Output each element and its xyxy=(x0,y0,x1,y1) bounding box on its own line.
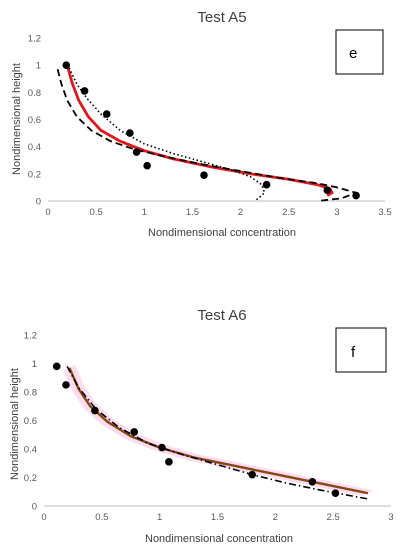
x-tick-label: 3 xyxy=(334,207,339,218)
data-point xyxy=(248,470,256,479)
x-tick-label: 2.5 xyxy=(282,207,295,218)
y-tick-label: 0.8 xyxy=(28,88,41,99)
chart-test-a6: Test A6 f Nondimensional concentration N… xyxy=(9,307,394,545)
data-point xyxy=(62,381,70,389)
y-axis-label: Nondimensional height xyxy=(9,368,21,480)
data-point xyxy=(352,191,360,200)
panel-label-box xyxy=(335,29,384,75)
data-point xyxy=(62,61,71,69)
data-point xyxy=(308,477,317,486)
y-tick-label: 0.8 xyxy=(24,388,37,399)
data-point xyxy=(52,362,61,371)
x-tick-label: 1 xyxy=(157,512,162,523)
confidence-band xyxy=(63,364,374,497)
y-tick-label: 0.2 xyxy=(24,473,37,484)
chart-title: Test A5 xyxy=(197,9,246,26)
data-point xyxy=(200,171,208,179)
panel-label-box xyxy=(335,327,387,373)
y-tick-label: 0.6 xyxy=(28,115,41,126)
x-tick-label: 3.5 xyxy=(378,207,391,218)
data-point xyxy=(91,406,99,415)
x-tick-label: 1.5 xyxy=(211,512,224,523)
x-axis-label: Nondimensional concentration xyxy=(148,227,296,239)
panel-label: e xyxy=(349,45,357,62)
data-point xyxy=(165,458,173,466)
y-tick-label: 0.2 xyxy=(28,169,41,180)
x-axis-label: Nondimensional concentration xyxy=(145,533,293,545)
y-tick-label: 0 xyxy=(32,502,37,513)
y-tick-label: 1.2 xyxy=(24,331,37,342)
data-point xyxy=(262,180,271,189)
data-point xyxy=(126,129,134,137)
x-tick-label: 2 xyxy=(238,207,243,218)
y-tick-label: 1.2 xyxy=(28,34,41,45)
chart-title: Test A6 xyxy=(197,307,246,324)
data-point xyxy=(158,443,166,452)
data-point xyxy=(143,161,151,170)
series-line-solid-red xyxy=(65,64,334,197)
chart-test-a5: Test A5 e Nondimensional concentration N… xyxy=(11,9,392,239)
y-tick-label: 0.4 xyxy=(24,445,37,456)
x-tick-label: 3 xyxy=(388,512,393,523)
y-tick-label: 0 xyxy=(36,197,41,208)
plot-area xyxy=(48,38,385,201)
y-tick-label: 1 xyxy=(36,61,41,72)
data-point xyxy=(132,148,141,156)
data-point xyxy=(102,110,111,118)
data-point xyxy=(331,489,340,497)
x-tick-label: 2.5 xyxy=(327,512,340,523)
series-line-solid-brown xyxy=(68,367,369,495)
x-tick-label: 0 xyxy=(41,512,46,523)
x-tick-label: 2 xyxy=(273,512,278,523)
y-axis-label: Nondimensional height xyxy=(11,63,23,175)
series-line-dashed xyxy=(56,68,359,202)
data-point xyxy=(130,428,139,436)
data-point xyxy=(80,87,89,95)
data-point xyxy=(323,186,332,194)
x-tick-label: 0.5 xyxy=(95,512,108,523)
x-tick-label: 1.5 xyxy=(186,207,199,218)
y-tick-label: 1 xyxy=(32,359,37,370)
y-tick-label: 0.6 xyxy=(24,416,37,427)
x-tick-label: 1 xyxy=(142,207,147,218)
y-tick-label: 0.4 xyxy=(28,142,41,153)
x-tick-label: 0.5 xyxy=(90,207,103,218)
panel-label: f xyxy=(351,344,356,361)
x-tick-label: 0 xyxy=(45,207,50,218)
series-line-dash-dot xyxy=(66,366,369,500)
